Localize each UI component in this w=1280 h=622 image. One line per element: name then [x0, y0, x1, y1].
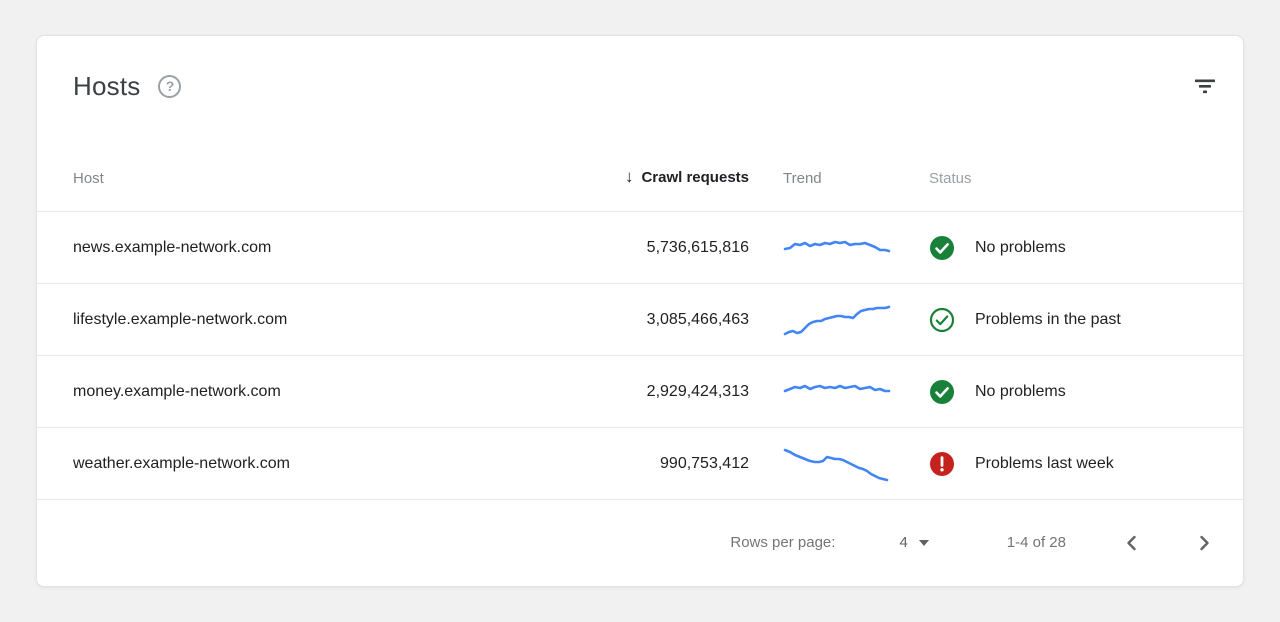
- column-header-crawl-requests[interactable]: ↓ Crawl requests: [624, 167, 749, 186]
- table-row[interactable]: money.example-network.com 2,929,424,313 …: [37, 356, 1243, 428]
- status-error-icon: [930, 451, 954, 476]
- status-label: No problems: [975, 382, 1066, 400]
- chevron-right-icon: [1200, 535, 1209, 550]
- host-name: money.example-network.com: [73, 382, 281, 400]
- column-header-status: Status: [929, 170, 972, 187]
- help-icon[interactable]: ?: [158, 74, 182, 98]
- caret-down-icon: [918, 539, 929, 546]
- page-title: Hosts: [73, 71, 141, 101]
- hosts-card: Hosts ? Host ↓ Crawl requests Trend Stat…: [36, 35, 1244, 587]
- trend-sparkline: [783, 384, 891, 392]
- crawl-requests-value: 3,085,466,463: [646, 310, 749, 328]
- table-row[interactable]: news.example-network.com 5,736,615,816 N…: [37, 212, 1243, 284]
- status-past-problems-icon: [929, 307, 955, 332]
- status-label: Problems in the past: [975, 310, 1121, 328]
- host-name: lifestyle.example-network.com: [73, 310, 288, 328]
- table-header-row: Host ↓ Crawl requests Trend Status: [37, 110, 1243, 212]
- rows-per-page-value: 4: [899, 534, 908, 551]
- trend-sparkline: [783, 448, 889, 481]
- rows-per-page-select[interactable]: 4: [899, 534, 929, 551]
- page-range-label: 1-4 of 28: [1006, 534, 1066, 551]
- table-row[interactable]: lifestyle.example-network.com 3,085,466,…: [37, 284, 1243, 356]
- rows-per-page-label: Rows per page:: [730, 534, 836, 551]
- status-label: Problems last week: [975, 454, 1114, 472]
- crawl-requests-value: 2,929,424,313: [646, 382, 749, 400]
- status-label: No problems: [975, 238, 1066, 256]
- host-name: weather.example-network.com: [73, 454, 290, 472]
- trend-sparkline: [783, 305, 891, 335]
- column-header-host[interactable]: Host: [73, 170, 104, 187]
- trend-sparkline: [783, 240, 891, 252]
- host-name: news.example-network.com: [73, 238, 272, 256]
- chevron-left-icon: [1127, 535, 1136, 550]
- card-header: Hosts ?: [37, 36, 1243, 110]
- next-page-button[interactable]: [1180, 519, 1228, 567]
- previous-page-button[interactable]: [1108, 519, 1156, 567]
- crawl-requests-value: 990,753,412: [660, 454, 749, 472]
- filter-icon: [1195, 79, 1215, 94]
- pagination-bar: Rows per page: 4 1-4 of 28: [37, 500, 1243, 585]
- table-row[interactable]: weather.example-network.com 990,753,412 …: [37, 428, 1243, 500]
- status-ok-icon: [930, 235, 954, 260]
- column-header-trend: Trend: [783, 170, 822, 187]
- status-ok-icon: [930, 379, 954, 404]
- filter-button[interactable]: [1181, 62, 1229, 110]
- crawl-requests-value: 5,736,615,816: [646, 238, 749, 256]
- sort-descending-icon: ↓: [624, 167, 634, 186]
